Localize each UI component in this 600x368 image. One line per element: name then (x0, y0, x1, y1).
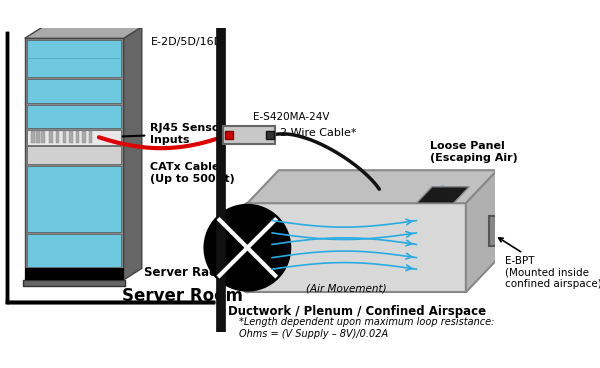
Polygon shape (466, 170, 497, 292)
Text: Server Room: Server Room (122, 287, 243, 305)
Text: Server Rack: Server Rack (144, 266, 224, 279)
Polygon shape (247, 170, 497, 203)
Text: CATx Cable
(Up to 500 ft): CATx Cable (Up to 500 ft) (150, 162, 235, 184)
Bar (27, 130, 121, 145)
Ellipse shape (235, 203, 260, 292)
Bar (31, 131, 35, 143)
Bar (69, 131, 73, 143)
Bar (27, 146, 121, 164)
Polygon shape (247, 203, 466, 292)
Bar (27, 166, 121, 232)
Bar (223, 126, 275, 144)
Bar (489, 216, 500, 246)
Bar (41, 131, 44, 143)
Text: E-2D/5D/16D: E-2D/5D/16D (151, 37, 223, 47)
Bar (82, 131, 86, 143)
Bar (27, 40, 121, 77)
Text: Ductwork / Plenum / Confined Airspace: Ductwork / Plenum / Confined Airspace (227, 305, 485, 318)
Text: RJ45 Sensor
Inputs: RJ45 Sensor Inputs (106, 123, 225, 145)
Bar (25, 268, 124, 280)
Text: 2-Wire Cable*: 2-Wire Cable* (280, 128, 357, 138)
Text: E-S420MA-24V: E-S420MA-24V (253, 112, 329, 123)
Bar (36, 131, 40, 143)
Bar (89, 131, 92, 143)
Bar (27, 79, 121, 103)
Bar (49, 131, 53, 143)
Bar (56, 131, 59, 143)
Text: E-BPT
(Mounted inside
confined airspace): E-BPT (Mounted inside confined airspace) (499, 238, 600, 289)
Bar (225, 131, 233, 139)
Polygon shape (25, 27, 142, 38)
Text: (Air Movement): (Air Movement) (306, 283, 386, 293)
Text: Loose Panel
(Escaping Air): Loose Panel (Escaping Air) (430, 141, 518, 163)
Bar (76, 131, 79, 143)
Bar (266, 131, 274, 139)
Bar (23, 280, 125, 287)
Circle shape (205, 205, 290, 291)
Text: *Length dependent upon maximum loop resistance:
Ohms = (V Supply – 8V)/0.02A: *Length dependent upon maximum loop resi… (239, 317, 494, 339)
Bar (25, 38, 124, 280)
Bar (27, 105, 121, 128)
Bar (62, 131, 66, 143)
Bar (27, 234, 121, 267)
Polygon shape (124, 27, 142, 280)
Polygon shape (416, 187, 469, 203)
